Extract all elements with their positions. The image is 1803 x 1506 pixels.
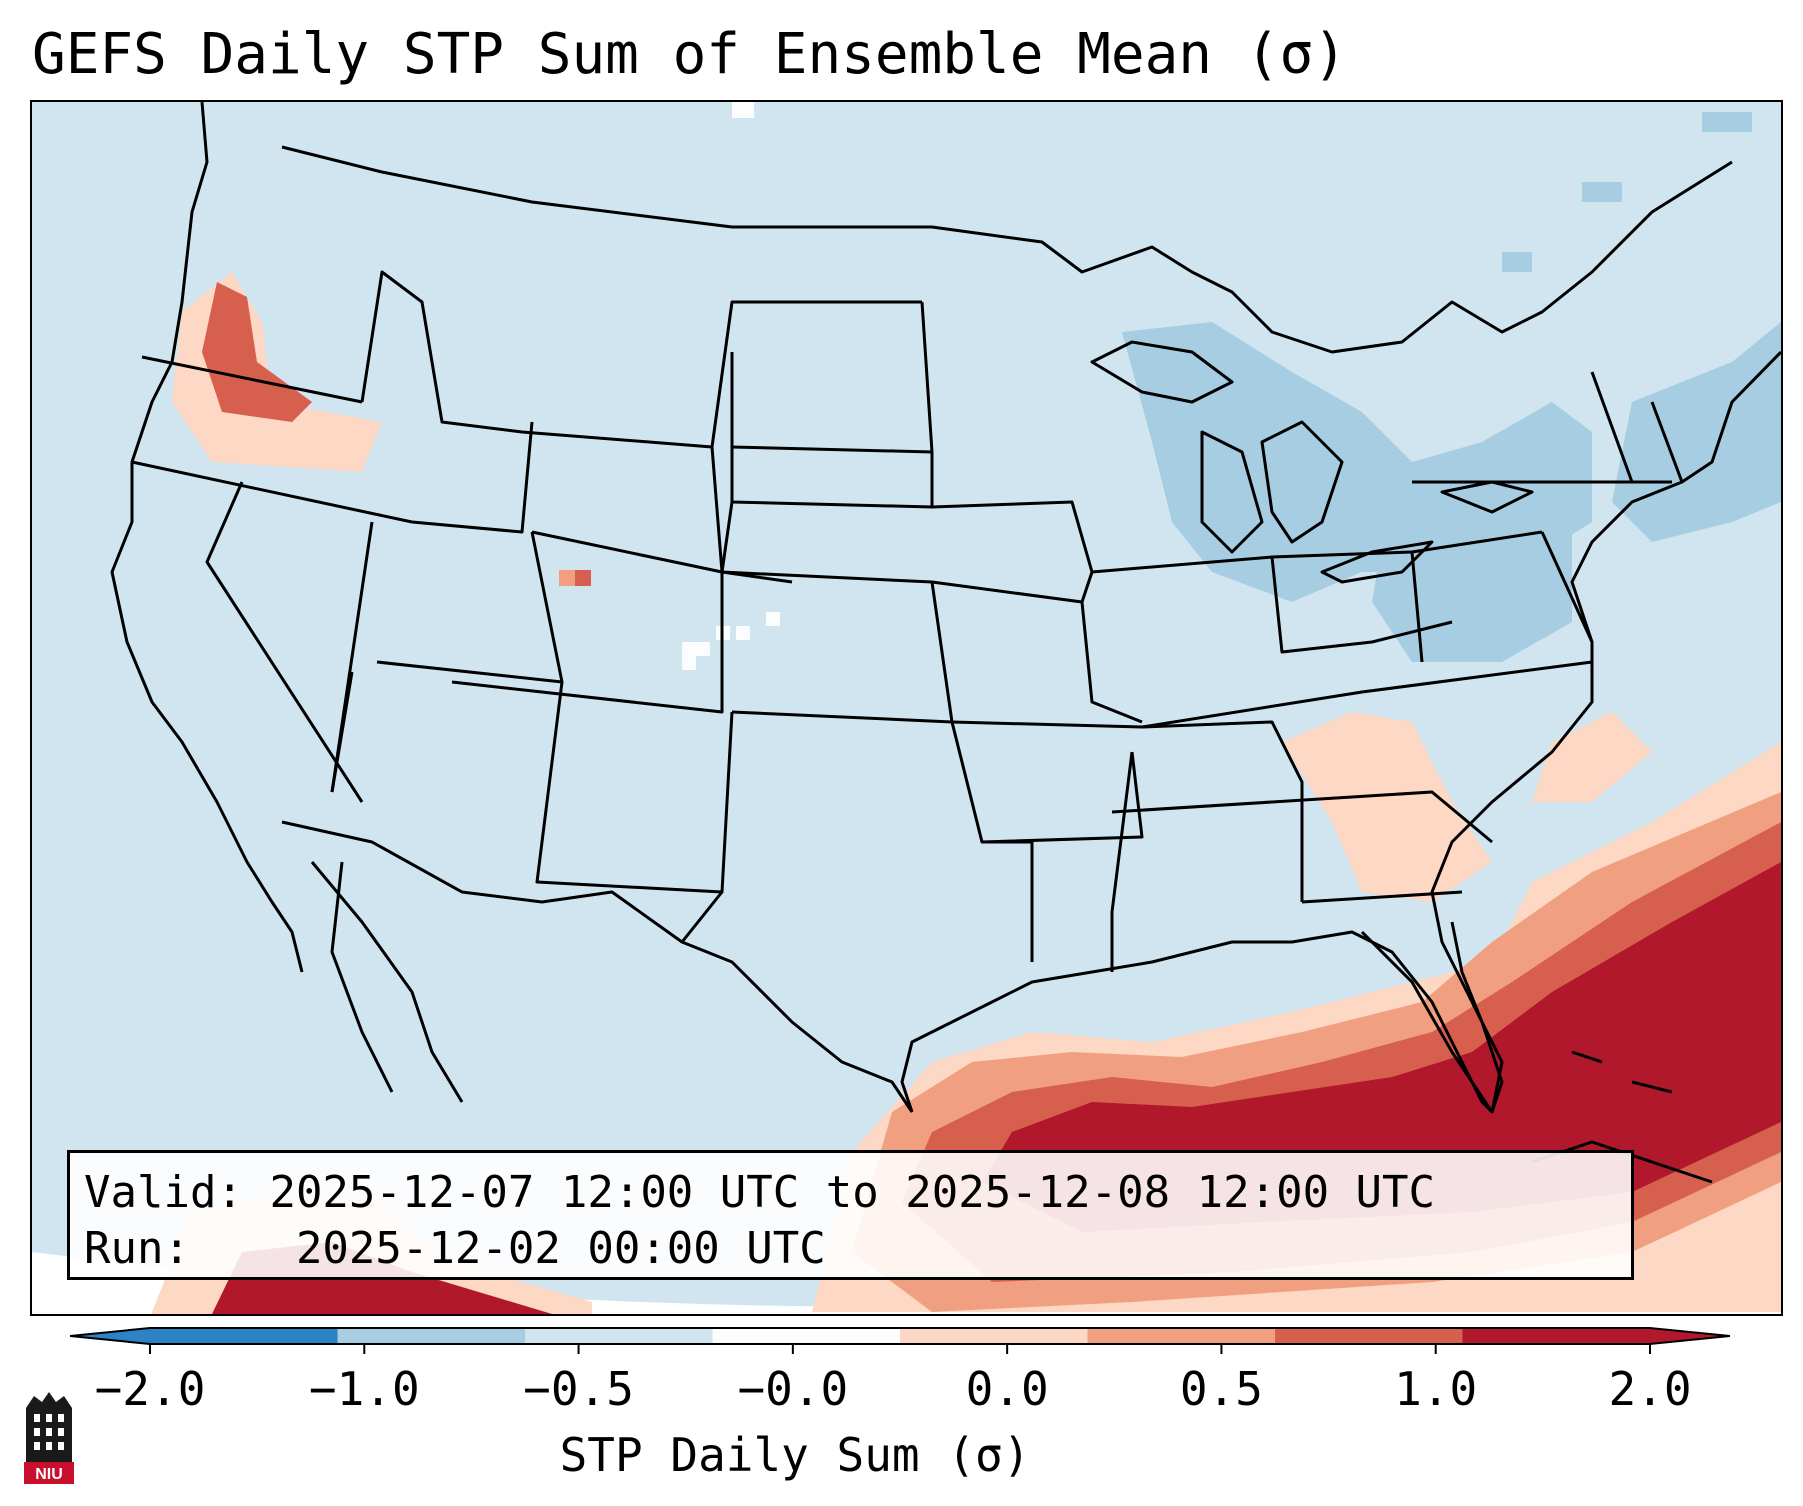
run-prefix: Run:	[84, 1223, 190, 1274]
colorbar-tick-label: 2.0	[1608, 1362, 1692, 1416]
run-time: 2025-12-02 00:00 UTC	[295, 1223, 826, 1274]
colorbar-extend-low	[70, 1328, 150, 1344]
colorbar-tick-label: −0.0	[737, 1362, 849, 1416]
colorbar-tick-label: −2.0	[94, 1362, 206, 1416]
colorbar-label: STP Daily Sum (σ)	[559, 1428, 1031, 1482]
colorbar-segment	[712, 1328, 901, 1344]
colorbar-tick-label: 0.0	[965, 1362, 1049, 1416]
colorbar-segment	[1275, 1328, 1463, 1344]
stp-field-map	[32, 102, 1781, 1314]
niu-logo: NIU	[24, 1392, 74, 1484]
colorbar-tick-label: −0.5	[523, 1362, 634, 1416]
colorbar-segments	[70, 1327, 1730, 1345]
colorbar	[70, 1327, 1730, 1354]
state-borders	[110, 102, 1781, 1184]
map-panel	[30, 100, 1783, 1316]
colorbar-segment	[150, 1328, 338, 1344]
colorbar-segment	[1087, 1328, 1276, 1344]
valid-prefix: Valid:	[84, 1167, 243, 1218]
colorbar-tick-label: −1.0	[308, 1362, 420, 1416]
colorbar-segment	[1462, 1328, 1651, 1344]
neutral-pixels	[682, 102, 780, 670]
valid-range: 2025-12-07 12:00 UTC to 2025-12-08 12:00…	[269, 1167, 1436, 1218]
plot-title: GEFS Daily STP Sum of Ensemble Mean (σ)	[32, 22, 1347, 87]
colorbar-tick-label: 0.5	[1179, 1362, 1263, 1416]
colorbar-segment	[525, 1328, 713, 1344]
negative-stp-field	[1122, 112, 1781, 662]
svg-text:NIU: NIU	[35, 1466, 63, 1483]
valid-run-info-box: Valid: 2025-12-07 12:00 UTC to 2025-12-0…	[67, 1150, 1634, 1280]
colorbar-tick-label: 1.0	[1394, 1362, 1478, 1416]
colorbar-segment	[900, 1328, 1088, 1344]
colorbar-extend-high	[1650, 1328, 1730, 1344]
colorbar-ticks	[149, 1344, 1651, 1354]
colorbar-segment	[337, 1328, 526, 1344]
